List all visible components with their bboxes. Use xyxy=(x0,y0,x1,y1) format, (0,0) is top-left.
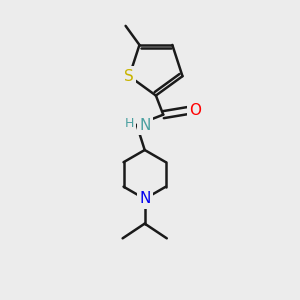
Text: H: H xyxy=(124,117,134,130)
Text: N: N xyxy=(140,118,151,133)
Text: N: N xyxy=(139,191,150,206)
Text: S: S xyxy=(124,69,134,84)
Text: O: O xyxy=(189,103,201,118)
